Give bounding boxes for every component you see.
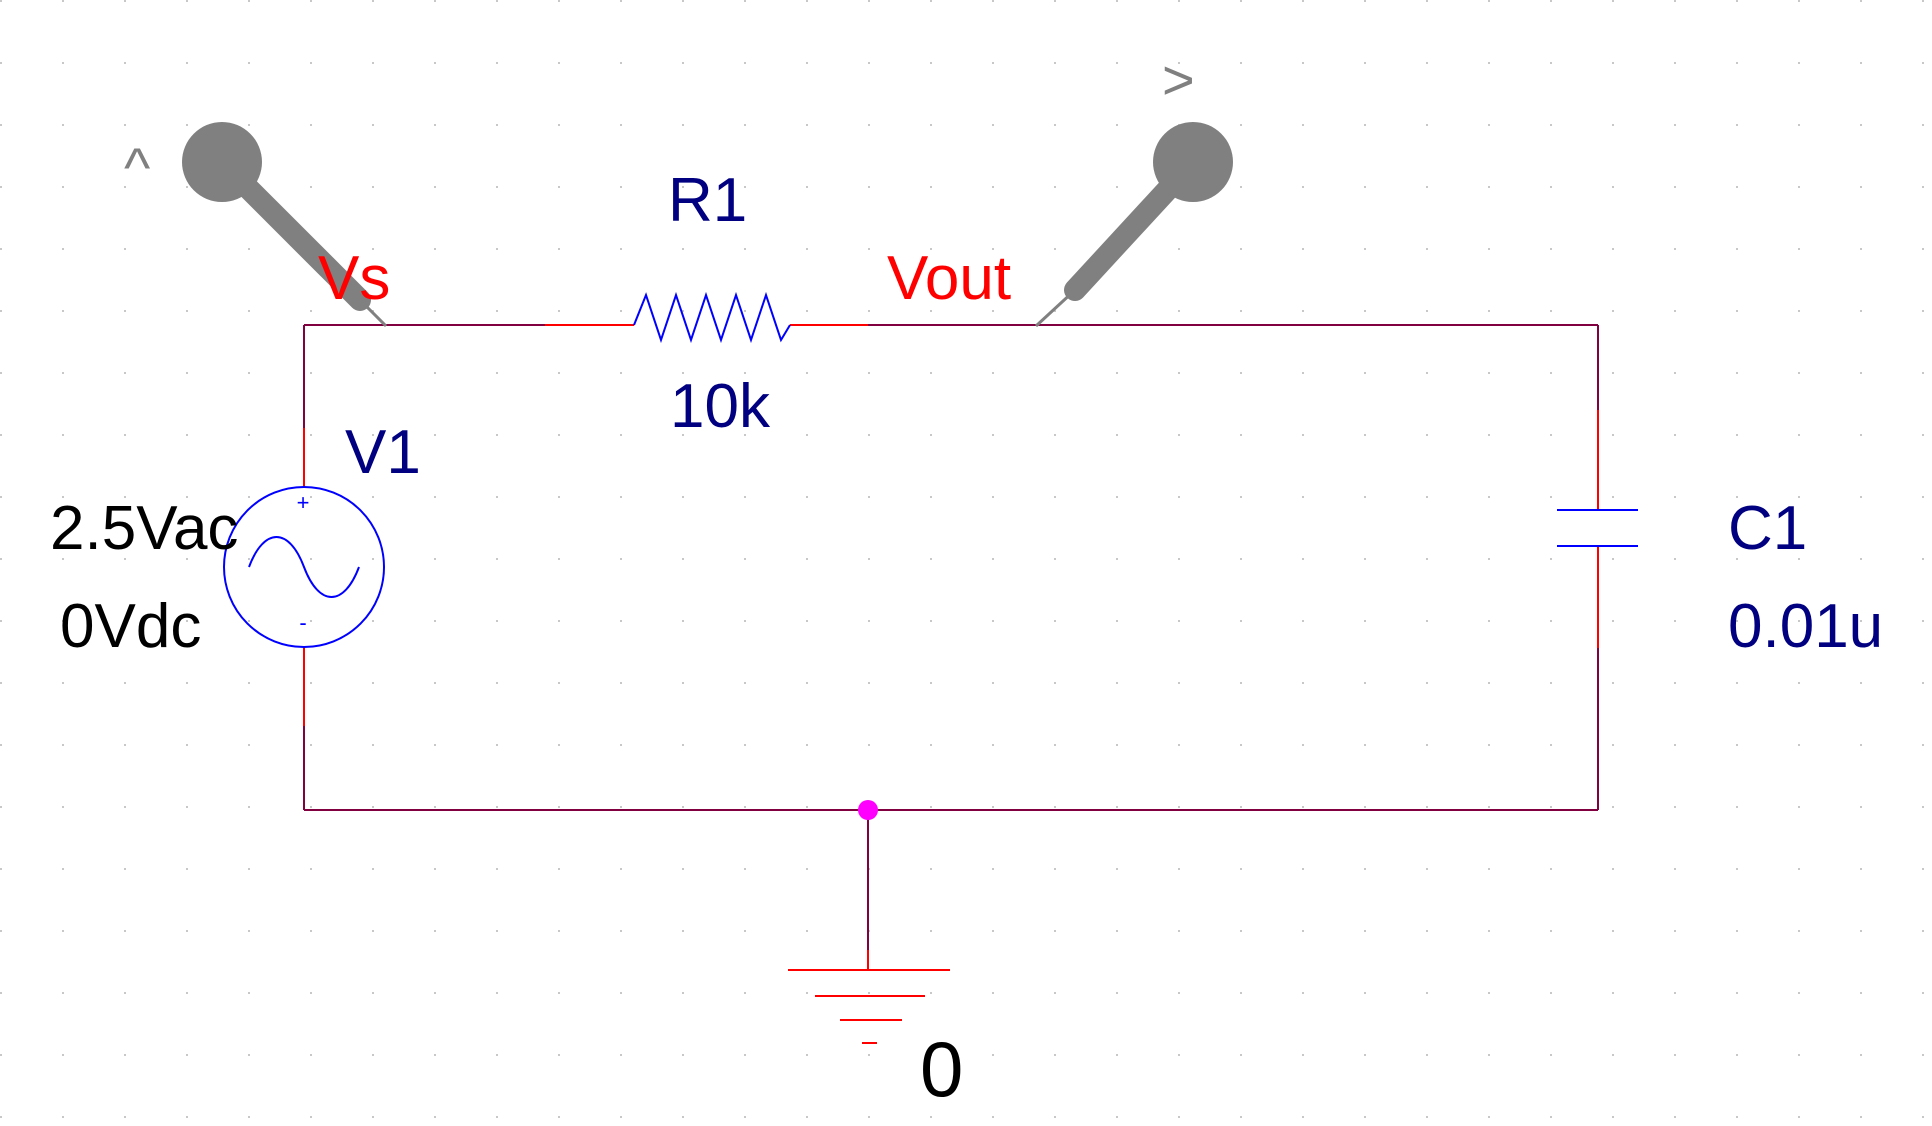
pin-stubs: [303, 324, 1599, 970]
c1-reference[interactable]: C1: [1728, 494, 1808, 563]
v1-ac-value[interactable]: 2.5Vac: [50, 494, 239, 563]
v1-dc-value[interactable]: 0Vdc: [60, 592, 202, 661]
r1-value[interactable]: 10k: [670, 372, 770, 441]
c1-capacitor-symbol[interactable]: [1557, 509, 1638, 547]
vs-probe-marker: ^: [124, 136, 151, 199]
v1-plus-sign: +: [297, 490, 310, 515]
ground-icon[interactable]: [788, 969, 950, 1044]
c1-value[interactable]: 0.01u: [1728, 592, 1884, 661]
junction-dot: [858, 800, 878, 820]
r1-resistor-symbol[interactable]: [633, 291, 791, 344]
v1-minus-sign: -: [299, 610, 306, 635]
net-label-vout[interactable]: Vout: [887, 244, 1012, 313]
voltage-probe-icon[interactable]: [182, 122, 388, 328]
ac-source-icon[interactable]: [223, 486, 385, 648]
wires: [303, 324, 1599, 970]
vout-probe-marker: >: [1162, 48, 1195, 111]
v1-reference[interactable]: V1: [345, 418, 421, 487]
voltage-probe-icon[interactable]: [1034, 122, 1233, 328]
r1-reference[interactable]: R1: [668, 166, 748, 235]
net-label-vs[interactable]: Vs: [318, 244, 391, 313]
ground-net-label: 0: [920, 1025, 964, 1113]
